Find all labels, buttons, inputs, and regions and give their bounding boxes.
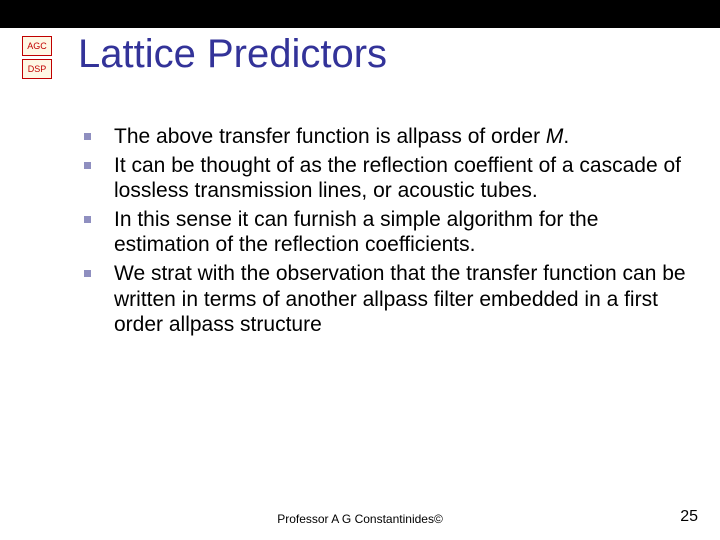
bullet-text-prefix: In this sense it can furnish a simple al… (114, 208, 598, 257)
footer-page-number: 25 (680, 508, 698, 526)
badge-dsp: DSP (22, 59, 52, 79)
bullet-list: The above transfer function is allpass o… (78, 124, 694, 338)
bullet-item: In this sense it can furnish a simple al… (78, 207, 694, 258)
bullet-text-suffix: . (563, 125, 569, 148)
bullet-item: We strat with the observation that the t… (78, 261, 694, 338)
badge-agc: AGC (22, 36, 52, 56)
bullet-text-prefix: The above transfer function is allpass o… (114, 125, 546, 148)
footer-author: Professor A G Constantinides© (0, 512, 720, 526)
slide-body: The above transfer function is allpass o… (78, 124, 694, 341)
slide-title: Lattice Predictors (78, 32, 387, 77)
bullet-text-italic: M (546, 125, 564, 148)
badge-stack: AGC DSP (22, 36, 52, 79)
bullet-text-prefix: It can be thought of as the reflection c… (114, 154, 681, 203)
bullet-item: The above transfer function is allpass o… (78, 124, 694, 150)
bullet-item: It can be thought of as the reflection c… (78, 153, 694, 204)
bullet-text-prefix: We strat with the observation that the t… (114, 262, 686, 336)
top-bar (0, 0, 720, 28)
